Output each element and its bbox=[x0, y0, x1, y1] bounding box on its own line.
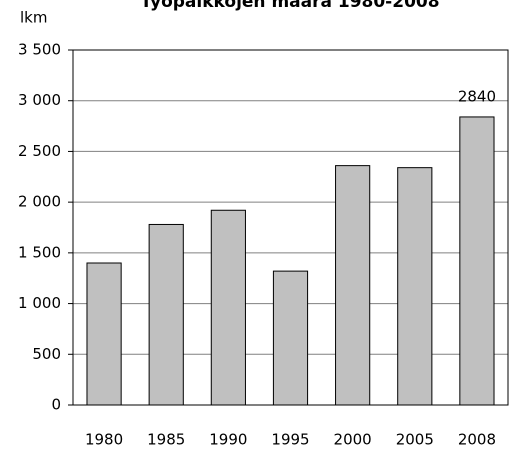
y-tick-label: 1 000 bbox=[18, 294, 61, 312]
y-tick-label: 500 bbox=[32, 345, 61, 363]
y-tick-label: 2 000 bbox=[18, 193, 61, 211]
y-tick-label: 1 500 bbox=[18, 243, 61, 261]
bar bbox=[210, 209, 246, 406]
bar bbox=[148, 223, 184, 406]
bar bbox=[459, 116, 495, 406]
x-tick-label: 2008 bbox=[458, 431, 496, 449]
chart-title: Työpaikkojen määrä 1980-2008 bbox=[140, 0, 439, 12]
y-axis-label: lkm bbox=[20, 9, 47, 27]
x-tick-label: 1990 bbox=[209, 431, 247, 449]
x-tick-label: 1995 bbox=[271, 431, 309, 449]
y-tick-label: 3 500 bbox=[18, 41, 61, 59]
bar bbox=[397, 167, 433, 406]
x-tick-label: 2005 bbox=[396, 431, 434, 449]
bar bbox=[86, 262, 122, 406]
y-tick-label: 0 bbox=[51, 396, 61, 414]
bar bbox=[335, 165, 371, 406]
y-tick-label: 3 000 bbox=[18, 91, 61, 109]
data-label: 2840 bbox=[458, 87, 496, 105]
y-tick-label: 2 500 bbox=[18, 142, 61, 160]
bar bbox=[272, 270, 309, 406]
x-tick-label: 1980 bbox=[85, 431, 123, 449]
x-tick-label: 2000 bbox=[334, 431, 372, 449]
x-tick-label: 1985 bbox=[147, 431, 185, 449]
